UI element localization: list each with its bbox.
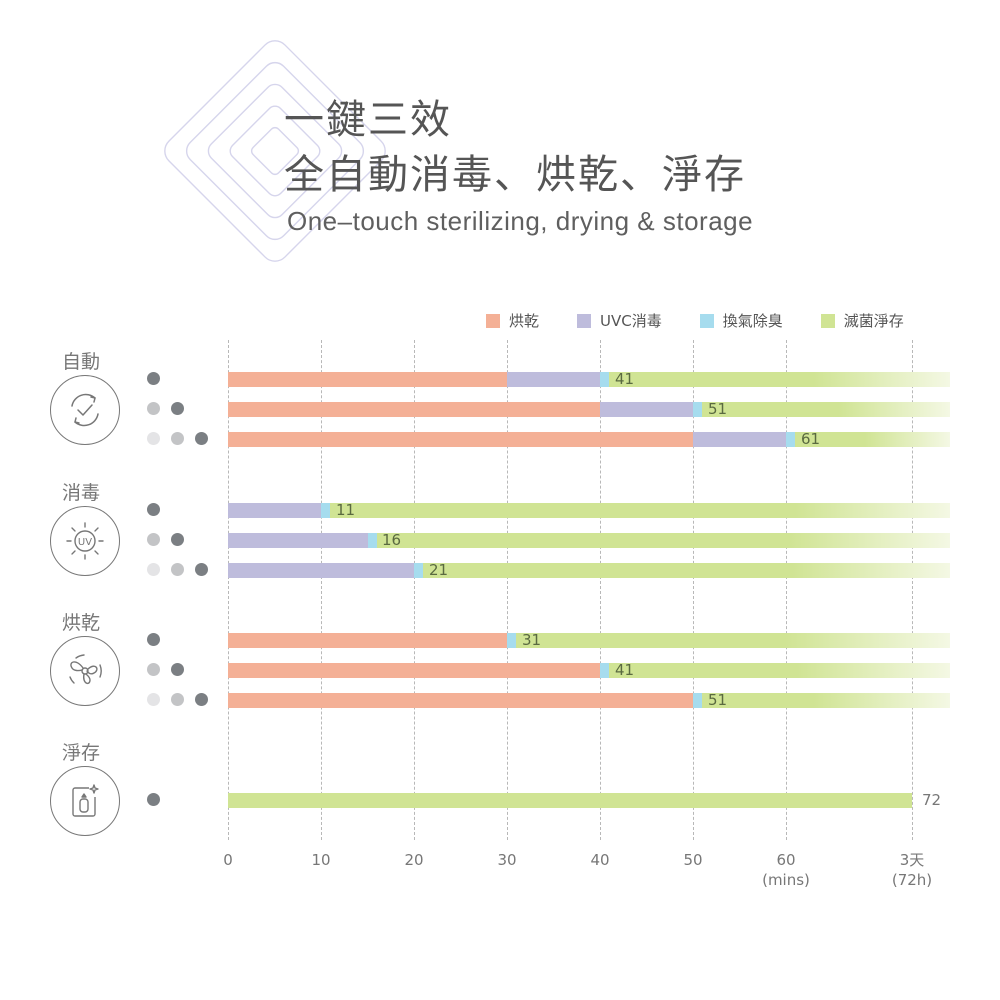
x-tick-60-label: 60: [776, 851, 796, 869]
gridline-40: [600, 340, 601, 840]
legend-item-uvc: UVC消毒: [577, 310, 662, 331]
x-tick-0: 0: [223, 851, 233, 869]
bar-dry-1: [228, 633, 950, 648]
fan-icon: [50, 636, 120, 706]
legend-swatch-uvc: [577, 313, 592, 328]
bar-end-label: 61: [801, 430, 821, 448]
bar-end-label: 21: [429, 561, 449, 579]
bar-sterilize-3: [228, 563, 950, 578]
bottle-storage-icon: [50, 766, 120, 836]
bar-storage-1: [228, 793, 912, 808]
gridline-60: [786, 340, 787, 840]
x-tick-60: 60 (mins): [746, 850, 826, 890]
bar-auto-3: [228, 432, 950, 447]
bar-sterilize-1: [228, 503, 950, 518]
bar-end-label: 41: [615, 370, 635, 388]
bar-auto-1: [228, 372, 950, 387]
legend-swatch-ventilation: [699, 313, 714, 328]
bar-sterilize-2: [228, 533, 950, 548]
gridline-0: [228, 340, 229, 840]
legend-item-ventilation: 換氣除臭: [699, 310, 783, 331]
legend-item-drying: 烘乾: [486, 310, 539, 331]
subtitle: One–touch sterilizing, drying & storage: [287, 206, 754, 236]
svg-text:UV: UV: [78, 537, 92, 548]
gridline-30: [507, 340, 508, 840]
bar-end-label: 16: [382, 531, 402, 549]
legend-swatch-storage: [820, 313, 835, 328]
x-tick-40: 40: [590, 851, 610, 869]
bar-auto-2: [228, 402, 950, 417]
legend-label: UVC消毒: [600, 312, 662, 330]
bar-end-label: 51: [708, 691, 728, 709]
legend-swatch-drying: [486, 313, 500, 328]
gridline-10: [321, 340, 322, 840]
x-tick-10: 10: [311, 851, 331, 869]
uv-sun-icon: UV: [50, 506, 120, 576]
bar-end-label: 31: [522, 631, 542, 649]
x-tick-50: 50: [683, 851, 703, 869]
bar-end-label: 41: [615, 661, 635, 679]
legend-label: 滅菌淨存: [843, 312, 904, 330]
bar-end-label: 72: [922, 791, 942, 809]
concentric-diamonds-decoration: [164, 40, 386, 262]
gridline-20: [414, 340, 415, 840]
x-tick-60-unit: (mins): [762, 871, 810, 889]
group-label-auto: 自動: [62, 351, 101, 373]
bar-dry-3: [228, 693, 950, 708]
auto-check-icon: [50, 375, 120, 445]
bar-end-label: 51: [708, 400, 728, 418]
gridline-72h: [912, 340, 913, 840]
x-tick-20: 20: [404, 851, 424, 869]
group-label-storage: 淨存: [62, 742, 101, 764]
title-line-1: 一鍵三效: [284, 97, 452, 143]
legend-item-storage: 滅菌淨存: [820, 310, 904, 331]
group-label-sterilize: 消毒: [62, 482, 101, 504]
bar-dry-2: [228, 663, 950, 678]
chart-legend: 烘乾 UVC消毒 換氣除臭 滅菌淨存: [486, 310, 904, 331]
x-tick-72h-label: 3天: [899, 851, 925, 869]
legend-label: 烘乾: [509, 312, 540, 330]
x-tick-72h-unit: (72h): [891, 871, 933, 889]
x-tick-30: 30: [497, 851, 517, 869]
gridline-50: [693, 340, 694, 840]
x-tick-72h: 3天 (72h): [872, 850, 952, 890]
legend-label: 換氣除臭: [722, 312, 783, 330]
group-label-dry: 烘乾: [62, 612, 101, 634]
title-line-2: 全自動消毒、烘乾、淨存: [284, 152, 746, 198]
bar-end-label: 11: [336, 501, 356, 519]
